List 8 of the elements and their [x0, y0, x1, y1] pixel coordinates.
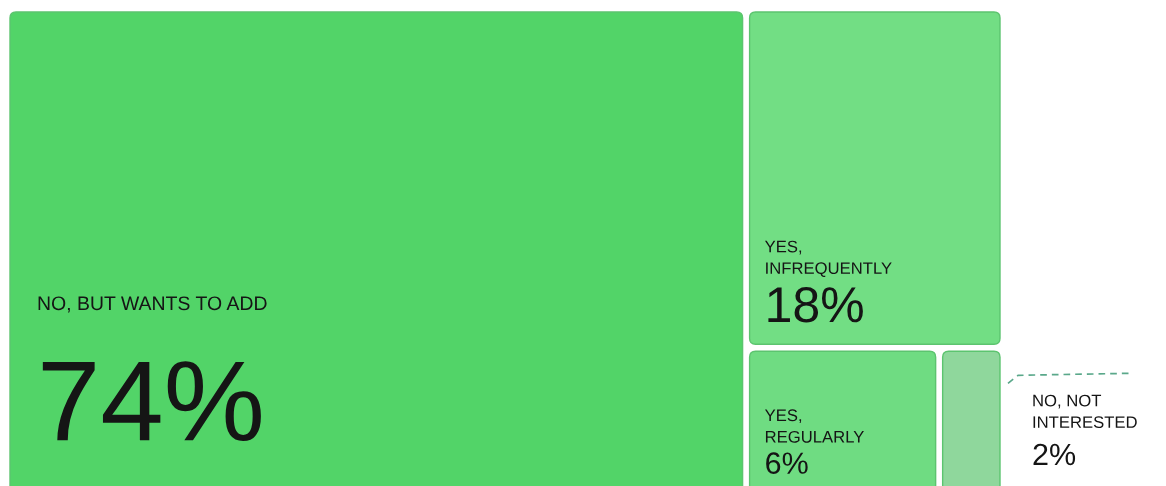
category-label: YES, INFREQUENTLY: [764, 240, 892, 277]
category-label: NO, NOT INTERESTED: [1033, 394, 1137, 429]
category-label: NO, BUT WANTS TO ADD: [38, 296, 267, 313]
data-label: 2%: [1033, 443, 1076, 466]
data-label: 74%: [42, 361, 261, 442]
data-label: 6%: [766, 452, 808, 474]
category-label: YES, REGULARLY: [764, 409, 864, 443]
data-label: 18%: [768, 287, 863, 323]
